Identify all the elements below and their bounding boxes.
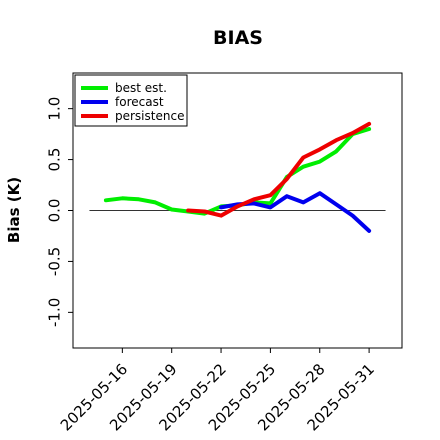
legend-entry: forecast [115,95,164,109]
legend-entry: best est. [115,81,167,95]
y-axis: -1.0 -0.5 0.0 0.5 1.0 [45,97,73,327]
chart-title: BIAS [213,27,263,49]
series-lines [103,121,372,233]
series-line-persistence [186,121,372,218]
y-tick-label: 1.0 [45,97,63,121]
x-axis: 2025-05-162025-05-192025-05-222025-05-25… [57,348,378,434]
y-tick-label: -0.5 [45,247,63,276]
y-tick-label: -1.0 [45,298,63,327]
y-tick-label: 0.0 [45,199,63,223]
series-line-forecast [219,191,372,233]
y-axis-label: Bias (K) [5,177,23,243]
legend-entry: persistence [115,109,184,123]
y-tick-label: 0.5 [45,148,63,172]
